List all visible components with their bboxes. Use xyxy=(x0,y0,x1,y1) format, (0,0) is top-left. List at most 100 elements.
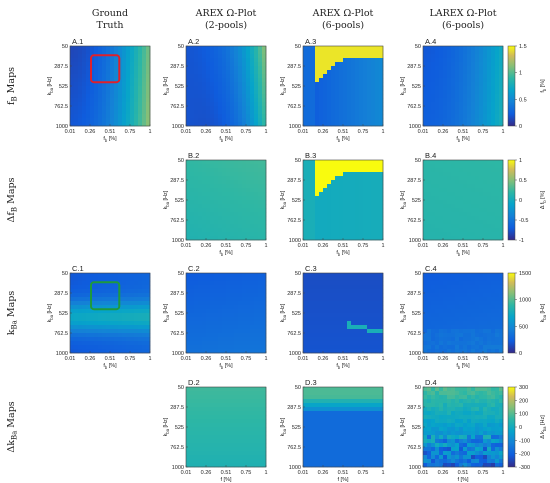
heatmap-cell xyxy=(315,301,320,306)
heatmap-cell xyxy=(222,66,227,71)
heatmap-cell xyxy=(455,70,460,75)
heatmap-cell xyxy=(311,329,316,334)
heatmap-cell xyxy=(479,293,484,298)
heatmap-cell xyxy=(110,345,115,350)
heatmap-cell xyxy=(475,172,480,177)
heatmap-cell xyxy=(210,176,215,181)
heatmap-cell xyxy=(70,277,75,282)
heatmap-cell xyxy=(130,289,135,294)
heatmap-cell xyxy=(367,329,372,334)
heatmap-cell xyxy=(98,86,103,91)
heatmap-cell xyxy=(118,349,123,354)
heatmap-cell xyxy=(483,309,488,314)
heatmap-cell xyxy=(347,301,352,306)
heatmap-cell xyxy=(459,82,464,87)
heatmap-cell xyxy=(102,50,107,55)
heatmap-cell xyxy=(134,297,139,302)
heatmap-cell xyxy=(190,78,195,83)
heatmap-cell xyxy=(367,228,372,233)
heatmap-cell xyxy=(134,90,139,95)
heatmap-cell xyxy=(367,281,372,286)
heatmap-cell xyxy=(499,277,504,282)
heatmap-cell xyxy=(258,106,263,111)
heatmap-cell xyxy=(443,208,448,213)
heatmap-cell xyxy=(355,321,360,326)
heatmap-cell xyxy=(435,305,440,310)
heatmap-cell xyxy=(467,285,472,290)
heatmap-cell xyxy=(190,232,195,237)
heatmap-cell xyxy=(375,204,380,209)
heatmap-cell xyxy=(198,50,203,55)
heatmap-cell xyxy=(495,176,500,181)
heatmap-cell xyxy=(479,305,484,310)
heatmap-cell xyxy=(343,46,348,51)
heatmap-cell xyxy=(471,86,476,91)
heatmap-cell xyxy=(206,208,211,213)
heatmap-cell xyxy=(451,341,456,346)
heatmap-cell xyxy=(323,176,328,181)
heatmap-cell xyxy=(146,110,151,115)
heatmap-cell xyxy=(126,86,131,91)
heatmap-cell xyxy=(130,98,135,103)
heatmap-cell xyxy=(214,74,219,79)
heatmap-cell xyxy=(190,427,195,432)
heatmap-cell xyxy=(250,70,255,75)
heatmap-cell xyxy=(242,317,247,322)
heatmap-cell xyxy=(110,94,115,99)
heatmap-cell xyxy=(74,297,79,302)
heatmap-cell xyxy=(242,58,247,63)
heatmap-cell xyxy=(479,212,484,217)
heatmap-cell xyxy=(303,349,308,354)
heatmap-cell xyxy=(234,411,239,416)
heatmap-cell xyxy=(463,70,468,75)
heatmap-cell xyxy=(435,184,440,189)
heatmap-cell xyxy=(246,439,251,444)
heatmap-cell xyxy=(82,62,87,67)
heatmap-cell xyxy=(331,82,336,87)
heatmap-cell xyxy=(471,293,476,298)
heatmap-cell xyxy=(371,281,376,286)
heatmap-cell xyxy=(347,232,352,237)
row-label: ΔfB Maps xyxy=(6,177,19,222)
heatmap-cell xyxy=(451,345,456,350)
heatmap-cell xyxy=(371,70,376,75)
heatmap-cell xyxy=(206,439,211,444)
heatmap-cell xyxy=(78,58,83,63)
heatmap-cell xyxy=(463,297,468,302)
heatmap-cell xyxy=(443,82,448,87)
heatmap-cell xyxy=(371,325,376,330)
heatmap-cell xyxy=(122,66,127,71)
heatmap-cell xyxy=(258,70,263,75)
heatmap-cell xyxy=(339,293,344,298)
heatmap-cell xyxy=(443,345,448,350)
heatmap-cell xyxy=(238,305,243,310)
heatmap-cell xyxy=(307,281,312,286)
heatmap-cell xyxy=(479,337,484,342)
heatmap-cell xyxy=(194,184,199,189)
heatmap-cell xyxy=(351,321,356,326)
heatmap-cell xyxy=(467,208,472,213)
heatmap-cell xyxy=(359,46,364,51)
heatmap-cell xyxy=(495,122,500,127)
heatmap-cell xyxy=(435,74,440,79)
heatmap-cell xyxy=(238,102,243,107)
heatmap-cell xyxy=(194,399,199,404)
heatmap-cell xyxy=(226,50,231,55)
heatmap-cell xyxy=(327,333,332,338)
heatmap-cell xyxy=(78,289,83,294)
heatmap-cell xyxy=(186,102,191,107)
heatmap-cell xyxy=(246,180,251,185)
heatmap-cell xyxy=(427,285,432,290)
x-axis-label: fb [%] xyxy=(336,250,350,257)
heatmap-cell xyxy=(194,317,199,322)
heatmap-cell xyxy=(142,114,147,119)
heatmap-cell xyxy=(98,321,103,326)
heatmap-cell xyxy=(122,78,127,83)
heatmap-cell xyxy=(222,62,227,67)
heatmap-cell xyxy=(206,387,211,392)
heatmap-cell xyxy=(222,70,227,75)
heatmap-cell xyxy=(86,62,91,67)
heatmap-cell xyxy=(146,70,151,75)
heatmap-cell xyxy=(315,281,320,286)
heatmap-cell xyxy=(142,321,147,326)
